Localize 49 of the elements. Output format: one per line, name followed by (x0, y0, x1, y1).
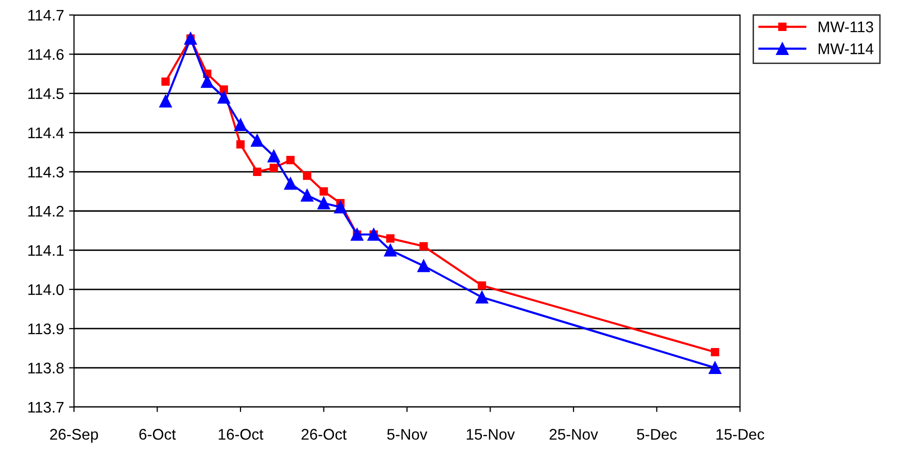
y-tick-label: 113.8 (28, 362, 64, 374)
point (384, 244, 397, 256)
point (252, 168, 262, 176)
y-tick-label: 114.6 (28, 49, 64, 60)
y-tick-label: 113.7 (28, 402, 64, 413)
point (367, 228, 380, 241)
point (284, 177, 297, 190)
point (161, 77, 170, 86)
y-tick-label: 114.3 (28, 166, 64, 178)
point (270, 164, 278, 172)
y-tick-label: 114.4 (28, 128, 64, 138)
point (476, 290, 488, 304)
point (320, 187, 328, 196)
point (234, 118, 247, 132)
point (300, 189, 314, 202)
y-tick-label: 114.5 (28, 88, 64, 100)
y-tick-label: 113.9 (28, 323, 64, 334)
point (302, 172, 312, 180)
x-tick-label: 26-Sep (50, 428, 98, 443)
y-tick-label: 114.7 (28, 10, 64, 21)
point (220, 85, 228, 94)
point (386, 234, 395, 243)
point (268, 150, 280, 162)
point (250, 134, 264, 147)
point (334, 200, 347, 214)
point (708, 362, 722, 374)
point (200, 75, 214, 88)
legend-label: MW-114 (818, 44, 874, 54)
y-tick-label: 114.0 (28, 284, 64, 296)
point (417, 260, 430, 272)
point (218, 91, 230, 104)
point (419, 242, 428, 250)
x-tick-label: 5-Nov (387, 429, 428, 440)
legend-label: MW-113 (818, 22, 874, 32)
point (286, 156, 295, 164)
point (318, 196, 330, 210)
point (236, 140, 245, 149)
point (710, 348, 720, 356)
x-tick-label: 5-Dec (636, 429, 677, 440)
x-tick-label: 15-Nov (466, 429, 515, 440)
x-tick-label: 26-Oct (302, 428, 347, 440)
point (159, 94, 172, 108)
x-tick-label: 15-Dec (716, 429, 764, 440)
x-tick-label: 6-Oct (139, 428, 176, 440)
x-tick-label: 16-Oct (218, 428, 264, 440)
y-tick-label: 114.2 (28, 206, 64, 217)
point (478, 281, 486, 290)
y-tick-label: 114.1 (28, 245, 64, 256)
x-tick-label: 25-Nov (550, 428, 598, 440)
